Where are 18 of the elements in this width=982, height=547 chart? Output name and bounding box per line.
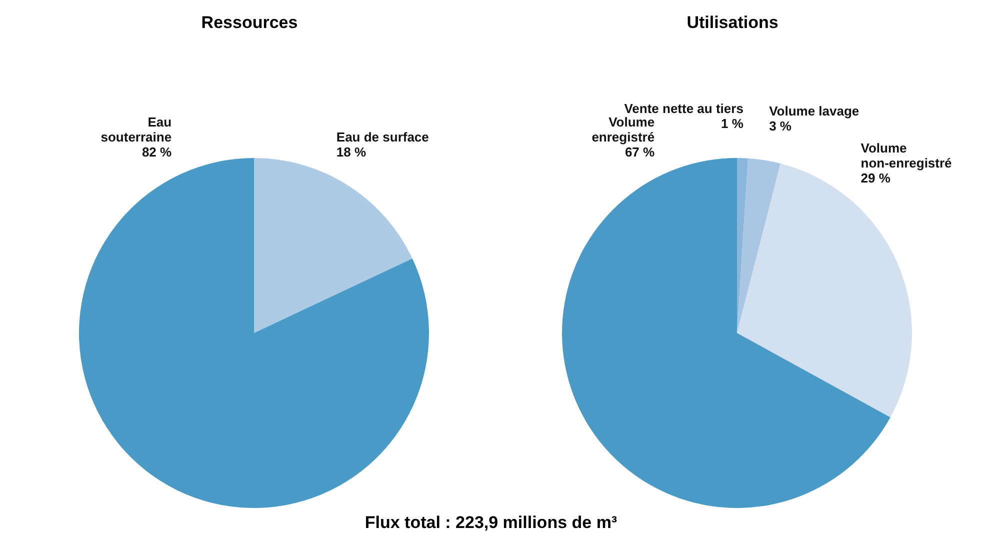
slice-label: Volume enregistré	[592, 114, 655, 144]
slice-label: Eau de surface	[336, 129, 429, 144]
slice-label: Volume lavage	[769, 104, 860, 119]
text: Flux total : 223,9 millions de m³	[364, 513, 618, 533]
slice-label: Vente nette au tiers	[624, 101, 744, 116]
pie-slice	[79, 158, 429, 508]
chart-title: Ressources	[200, 12, 299, 34]
slice-label: Eau souterraine	[100, 114, 172, 144]
pie-slice	[737, 158, 781, 333]
pie-slice	[254, 158, 412, 333]
chart-title: Utilisations	[686, 12, 780, 34]
data-label: 3 %	[769, 118, 792, 134]
data-label: 82 %	[142, 144, 172, 160]
data-label: 67 %	[624, 144, 656, 160]
slice-label: Volume non-enregistré	[860, 140, 952, 170]
data-label: 1 %	[721, 116, 744, 132]
data-label: 29 %	[860, 170, 891, 186]
data-label: 18 %	[336, 144, 366, 160]
